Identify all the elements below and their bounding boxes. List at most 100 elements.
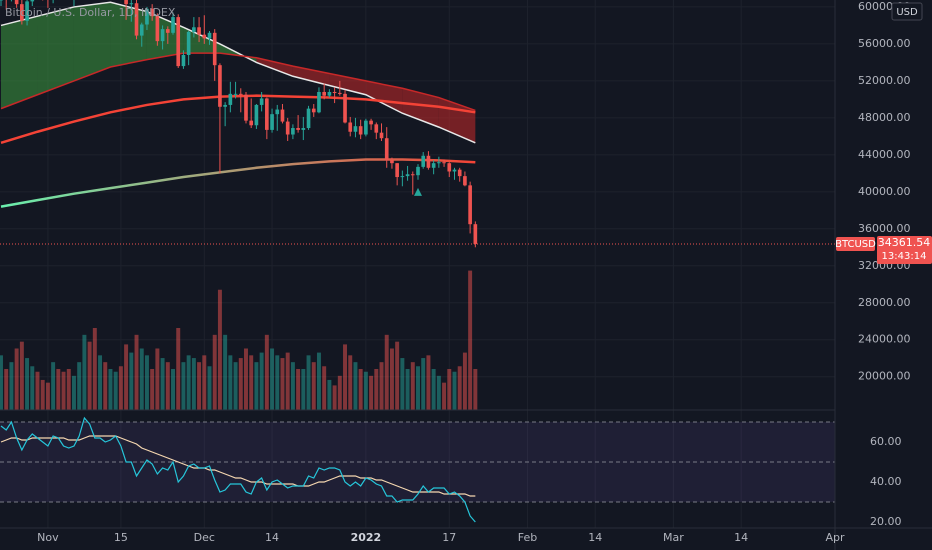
ma-ribbon — [402, 88, 439, 128]
rsi-tick-label: 40.00 — [870, 475, 902, 488]
candle-body — [280, 109, 285, 122]
candle-body — [192, 27, 196, 32]
candle-body — [25, 1, 29, 21]
y-tick-label: 44000.00 — [858, 148, 911, 161]
volume-bar — [233, 362, 238, 410]
volume-bar — [30, 366, 35, 410]
candle-body — [468, 185, 472, 225]
candle-body — [317, 91, 321, 113]
candle-body — [442, 162, 446, 164]
candle-body — [176, 17, 181, 67]
volume-bar — [45, 382, 50, 410]
y-tick-label: 52000.00 — [858, 74, 911, 87]
candle-body — [134, 3, 139, 36]
volume-bar — [379, 362, 384, 410]
candle-body — [249, 120, 254, 126]
candle-body — [171, 17, 175, 33]
y-tick-label: 24000.00 — [858, 333, 911, 346]
volume-bar — [410, 362, 415, 410]
candle-body — [207, 32, 212, 39]
candle-body — [369, 120, 373, 125]
last-price-box — [877, 235, 932, 264]
volume-bar — [395, 341, 400, 410]
volume-bar — [332, 385, 337, 410]
price-pane — [0, 0, 478, 410]
candle-body — [364, 120, 368, 135]
candle-body — [30, 0, 35, 2]
volume-bar — [462, 352, 467, 410]
x-tick-label: 17 — [442, 531, 456, 544]
candle-body — [473, 224, 478, 244]
volume-bar — [207, 366, 212, 410]
volume-bar — [301, 369, 306, 410]
volume-bar — [35, 371, 40, 410]
candle-body — [348, 122, 353, 132]
volume-bar — [202, 355, 207, 410]
candle-body — [20, 4, 24, 21]
currency-box[interactable] — [891, 2, 923, 21]
volume-bar — [384, 334, 389, 410]
candle-body — [410, 174, 415, 176]
rsi-ma-line — [0, 435, 476, 497]
volume-bar — [405, 369, 410, 410]
volume-bar — [452, 371, 457, 410]
volume-bar — [134, 334, 139, 410]
candle-body — [395, 163, 399, 178]
candle-body — [129, 3, 134, 5]
volume-bar — [82, 334, 87, 410]
x-tick-label: 14 — [265, 531, 279, 544]
volume-bar — [139, 348, 144, 410]
candle-body — [265, 98, 269, 130]
candle-body — [150, 8, 154, 17]
candle-body — [384, 138, 389, 161]
volume-bar — [369, 375, 374, 410]
volume-bar — [426, 355, 431, 410]
candle-body — [160, 29, 165, 42]
volume-bar — [275, 355, 280, 410]
candle-body — [254, 104, 259, 126]
candle-body — [228, 93, 233, 105]
candle-body — [212, 32, 217, 66]
ma-ribbon — [73, 2, 111, 81]
candle-body — [238, 93, 243, 95]
volume-bar — [254, 362, 259, 410]
candle-body — [311, 108, 316, 113]
ma-ribbon — [292, 66, 330, 86]
volume-bar — [316, 352, 321, 410]
candle-body — [124, 0, 128, 5]
volume-bar — [165, 362, 170, 410]
volume-bar — [124, 344, 129, 410]
x-tick-label: 14 — [734, 531, 748, 544]
volume-bar — [171, 369, 175, 410]
volume-bar — [311, 362, 316, 410]
candle-body — [197, 27, 201, 35]
ma-ribbon — [256, 57, 293, 77]
volume-bar — [442, 382, 447, 410]
candle-body — [145, 8, 149, 25]
currency[interactable]: USD — [896, 7, 918, 18]
x-tick-label: Feb — [518, 531, 537, 544]
x-tick-label: Dec — [194, 531, 215, 544]
volume-bar — [77, 362, 82, 410]
candle-body — [223, 104, 227, 107]
volume-bar — [160, 358, 165, 410]
moving-average — [0, 94, 476, 145]
axes: 60000.0056000.0052000.0048000.0044000.00… — [37, 0, 910, 544]
volume-bar — [223, 334, 228, 410]
candle-body — [416, 166, 420, 176]
volume-bar — [457, 366, 462, 410]
volume-bar — [14, 348, 19, 410]
candle-body — [327, 91, 332, 96]
last-price: BTCUSD 34361.54 13:43:14 — [0, 235, 932, 264]
volume-bar — [244, 348, 248, 410]
volume-bar — [358, 369, 363, 410]
volume-bar — [56, 369, 61, 410]
candle-body — [186, 31, 191, 56]
volume-bar — [259, 352, 264, 410]
rsi-pane — [0, 416, 835, 523]
moving-average — [0, 158, 476, 208]
x-tick-label: 15 — [114, 531, 128, 544]
x-tick-label: Nov — [37, 531, 59, 544]
